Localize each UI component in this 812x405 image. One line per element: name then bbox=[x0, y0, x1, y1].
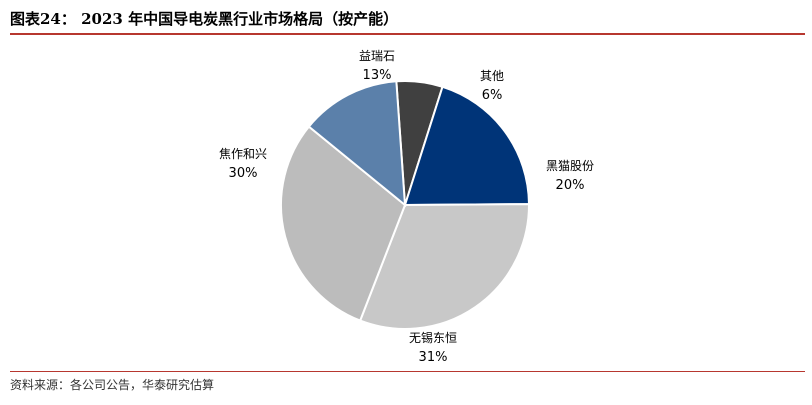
pie-slices bbox=[280, 80, 531, 330]
slice-label-4: 焦作和兴 bbox=[219, 147, 267, 161]
source-note: 资料来源：各公司公告，华泰研究估算 bbox=[10, 378, 215, 392]
slice-label-3: 无锡东恒 bbox=[409, 330, 457, 345]
figure-title: 图表24： 2023 年中国导电炭黑行业市场格局（按产能） bbox=[10, 10, 399, 28]
pie-slice-2 bbox=[403, 85, 531, 207]
slice-label-1: 其他 bbox=[480, 69, 504, 83]
pie-slice-5 bbox=[307, 80, 407, 208]
pie-labels: 其他 6% 黑猫股份 20% 无锡东恒 31% 焦作和兴 30% 益瑞石 13% bbox=[219, 49, 594, 365]
slice-label-5: 益瑞石 bbox=[359, 49, 395, 63]
slice-value-4: 30% bbox=[229, 166, 258, 181]
source-divider bbox=[10, 371, 805, 372]
slice-value-3: 31% bbox=[419, 350, 448, 365]
slice-value-5: 13% bbox=[363, 68, 392, 83]
slice-value-2: 20% bbox=[556, 178, 585, 193]
slice-label-2: 黑猫股份 bbox=[546, 159, 594, 173]
pie-chart-svg: 其他 6% 黑猫股份 20% 无锡东恒 31% 焦作和兴 30% 益瑞石 13% bbox=[219, 49, 594, 365]
figure-header: 图表24： 2023 年中国导电炭黑行业市场格局（按产能） bbox=[0, 0, 812, 40]
pie-slice-3 bbox=[358, 203, 530, 330]
title-divider bbox=[10, 33, 805, 35]
pie-slice-4 bbox=[280, 125, 407, 322]
slice-value-1: 6% bbox=[482, 88, 503, 103]
pie-chart: 其他 6% 黑猫股份 20% 无锡东恒 31% 焦作和兴 30% 益瑞石 13% bbox=[0, 40, 812, 370]
